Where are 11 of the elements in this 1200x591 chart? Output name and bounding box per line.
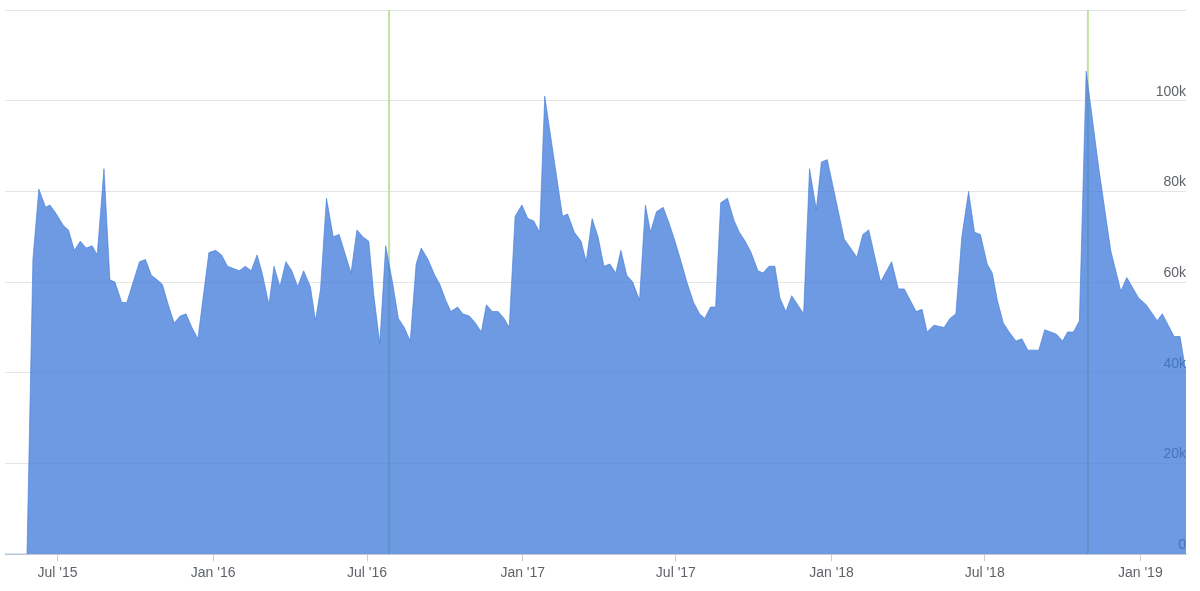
x-tick-label: Jan '16 — [190, 564, 236, 581]
x-tick-label: Jul '18 — [964, 564, 1005, 581]
x-tick-label: Jul '15 — [37, 564, 78, 581]
y-tick-label: 60k — [1163, 263, 1187, 280]
x-tick-label: Jan '17 — [500, 564, 546, 581]
x-tick-label: Jan '18 — [809, 564, 855, 581]
x-tick-label: Jul '17 — [655, 564, 697, 581]
y-tick-label: 80k — [1163, 173, 1187, 190]
x-tick-label: Jan '19 — [1117, 564, 1163, 581]
x-tick-label: Jul '16 — [347, 564, 388, 581]
y-tick-label: 100k — [1155, 82, 1187, 99]
